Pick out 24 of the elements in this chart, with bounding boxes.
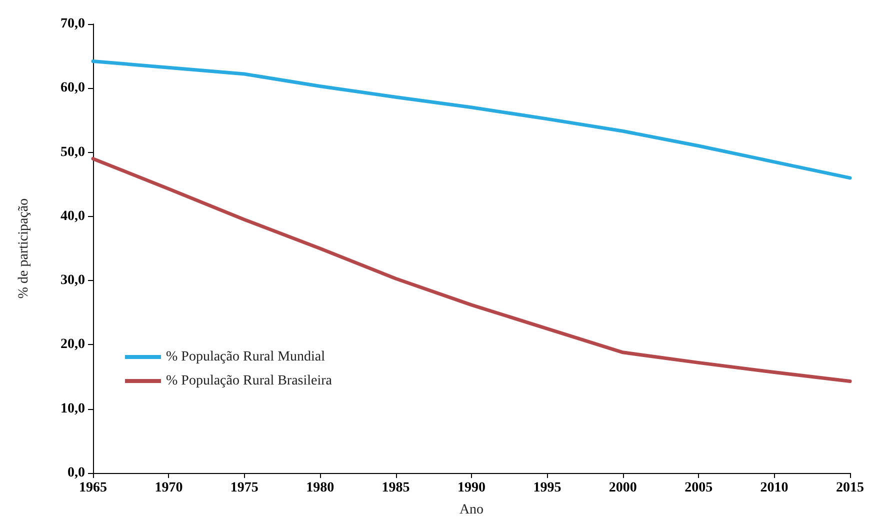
y-tick-label: 60,0 xyxy=(60,80,85,96)
y-tick-label: 70,0 xyxy=(60,16,85,32)
x-tick-label: 1970 xyxy=(154,480,183,496)
x-tick-label: 1975 xyxy=(230,480,258,496)
y-tick-label: 10,0 xyxy=(60,401,85,416)
x-tick-label: 1990 xyxy=(458,480,486,496)
y-tick-label: 20,0 xyxy=(60,337,85,352)
y-tick-label: 30,0 xyxy=(60,273,85,288)
x-axis-title: Ano xyxy=(459,502,484,518)
x-tick-label: 2005 xyxy=(684,480,713,496)
x-tick-label: 2010 xyxy=(760,480,788,496)
y-axis-title: % de participação xyxy=(16,198,32,299)
line-series xyxy=(91,59,852,180)
x-tick-label: 1965 xyxy=(79,480,107,496)
legend-label: % População Rural Brasileira xyxy=(166,374,333,388)
x-tick-label: 1980 xyxy=(306,480,334,496)
x-tick-label: 2015 xyxy=(836,480,864,496)
x-tick-label: 2000 xyxy=(608,480,637,496)
x-tick-label: 1985 xyxy=(382,480,410,496)
legend-label: % População Rural Mundial xyxy=(166,350,326,364)
y-tick-label: 40,0 xyxy=(60,208,85,224)
y-tick-label: 50,0 xyxy=(60,144,85,160)
x-tick-label: 1995 xyxy=(533,480,562,496)
y-tick-label: 0,0 xyxy=(68,466,85,480)
